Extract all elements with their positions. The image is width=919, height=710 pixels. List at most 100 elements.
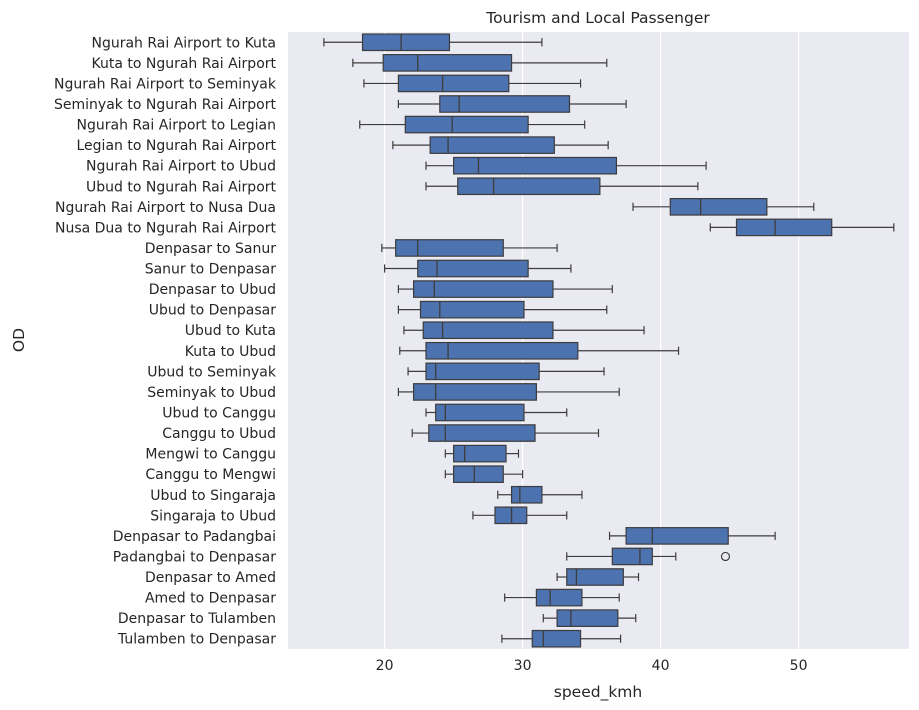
y-tick-label: Denpasar to Amed <box>145 570 276 586</box>
y-tick-label: Tulamben to Denpasar <box>117 632 276 648</box>
iqr-box <box>510 485 543 504</box>
y-axis-title: OD <box>10 328 28 352</box>
iqr-box <box>417 259 529 278</box>
iqr-box <box>556 609 619 627</box>
y-tick-label: Padangbai to Denpasar <box>113 549 277 565</box>
iqr-box <box>531 629 582 648</box>
box-group <box>397 280 613 298</box>
box-group <box>566 547 731 566</box>
iqr-box <box>435 403 525 422</box>
box-group <box>384 259 572 278</box>
y-tick-label: Ngurah Rai Airport to Seminyak <box>54 76 277 92</box>
iqr-box <box>428 424 536 442</box>
iqr-box <box>419 300 525 319</box>
iqr-box <box>611 547 653 566</box>
box-group <box>444 444 520 463</box>
iqr-box <box>404 115 529 134</box>
box-group <box>323 33 543 52</box>
box-group <box>392 136 609 154</box>
y-tick-label: Sanur to Denpasar <box>145 262 277 278</box>
box-group <box>497 485 583 504</box>
iqr-box <box>429 136 555 154</box>
iqr-box <box>566 568 624 586</box>
iqr-box <box>382 54 513 72</box>
y-tick-label: Denpasar to Tulamben <box>118 611 276 627</box>
plot-background <box>288 32 909 649</box>
iqr-box <box>453 156 618 175</box>
box-group <box>403 321 645 340</box>
y-tick-label: Mengwi to Canggu <box>145 447 276 463</box>
iqr-box <box>735 218 833 237</box>
y-tick-label: Ubud to Ngurah Rai Airport <box>86 179 277 195</box>
y-tick-label: Ngurah Rai Airport to Kuta <box>91 35 276 51</box>
y-tick-label: Kuta to Ubud <box>185 344 276 360</box>
iqr-box <box>457 177 601 196</box>
box-group <box>359 115 586 134</box>
box-group <box>504 588 620 607</box>
iqr-box <box>453 465 504 484</box>
iqr-box <box>397 74 510 93</box>
box-group <box>444 465 524 484</box>
iqr-box <box>535 588 583 607</box>
box-group <box>632 197 815 216</box>
y-tick-label: Ubud to Kuta <box>185 323 276 339</box>
box-group <box>542 609 637 627</box>
box-group <box>381 239 558 257</box>
box-group <box>425 403 568 422</box>
iqr-box <box>361 33 451 52</box>
y-tick-label: Kuta to Ngurah Rai Airport <box>91 56 276 72</box>
iqr-box <box>412 383 537 401</box>
y-tick-label: Ubud to Singaraja <box>150 488 276 504</box>
x-tick-label: 50 <box>790 658 808 674</box>
boxes <box>323 33 895 648</box>
box-group <box>397 95 627 113</box>
grid-lines <box>384 32 800 649</box>
iqr-box <box>395 239 504 257</box>
box-group <box>397 300 608 319</box>
box-group <box>397 383 620 401</box>
y-tick-label: Canggu to Mengwi <box>145 467 276 483</box>
x-axis-title: speed_kmh <box>554 683 642 702</box>
y-tick-label: Ngurah Rai Airport to Ubud <box>86 159 276 175</box>
box-group <box>352 54 608 72</box>
box-group <box>407 362 605 381</box>
outlier-point <box>720 551 731 562</box>
iqr-box <box>425 341 579 360</box>
y-tick-label: Amed to Denpasar <box>145 591 276 607</box>
iqr-box <box>425 362 540 381</box>
iqr-box <box>439 95 571 113</box>
y-tick-label: Ngurah Rai Airport to Legian <box>77 118 277 134</box>
iqr-box <box>625 527 729 545</box>
y-tick-label: Denpasar to Sanur <box>145 241 277 257</box>
iqr-box <box>669 197 768 216</box>
box-group <box>399 341 680 360</box>
chart-title: Tourism and Local Passenger <box>485 9 710 27</box>
box-group <box>411 424 600 442</box>
x-tick-labels: 20 30 40 50 <box>376 658 808 674</box>
y-tick-label: Ubud to Canggu <box>162 405 276 421</box>
box-group <box>363 74 582 93</box>
box-group <box>425 177 699 196</box>
box-group <box>425 156 707 175</box>
y-tick-label: Seminyak to Ngurah Rai Airport <box>54 97 276 113</box>
y-tick-label: Nusa Dua to Ngurah Rai Airport <box>55 220 277 236</box>
x-tick-label: 20 <box>376 658 394 674</box>
x-tick-label: 40 <box>652 658 670 674</box>
box-group <box>472 506 568 525</box>
box-group <box>556 568 640 586</box>
x-tick-label: 30 <box>514 658 532 674</box>
y-tick-label: Legian to Ngurah Rai Airport <box>77 138 277 154</box>
box-group <box>709 218 895 237</box>
y-tick-label: Seminyak to Ubud <box>147 385 276 401</box>
y-tick-label: Ngurah Rai Airport to Nusa Dua <box>55 200 276 216</box>
y-tick-label: Denpasar to Ubud <box>149 282 276 298</box>
y-tick-labels: Ngurah Rai Airport to Kuta Kuta to Ngurah… <box>54 35 277 647</box>
iqr-box <box>494 506 528 525</box>
box-group <box>608 527 776 545</box>
iqr-box <box>412 280 554 298</box>
box-group <box>501 629 622 648</box>
y-tick-label: Canggu to Ubud <box>162 426 276 442</box>
iqr-box <box>453 444 507 463</box>
